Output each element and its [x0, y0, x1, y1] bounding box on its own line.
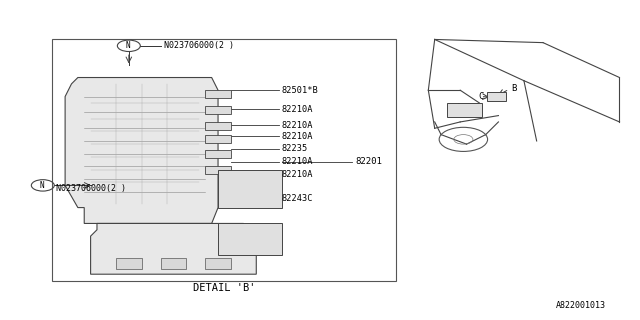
Text: 82210A: 82210A — [282, 132, 313, 141]
FancyBboxPatch shape — [116, 258, 141, 269]
Text: 82235: 82235 — [282, 144, 308, 153]
FancyBboxPatch shape — [205, 166, 231, 174]
FancyBboxPatch shape — [205, 150, 231, 158]
FancyBboxPatch shape — [218, 170, 282, 208]
FancyBboxPatch shape — [447, 103, 483, 117]
FancyBboxPatch shape — [205, 90, 231, 98]
FancyBboxPatch shape — [205, 122, 231, 130]
Text: C: C — [478, 92, 483, 101]
Text: DETAIL 'B': DETAIL 'B' — [193, 284, 255, 293]
Text: A822001013: A822001013 — [556, 301, 606, 310]
Text: N023706000(2 ): N023706000(2 ) — [164, 41, 234, 50]
FancyBboxPatch shape — [205, 106, 231, 114]
FancyBboxPatch shape — [487, 92, 506, 101]
FancyBboxPatch shape — [218, 223, 282, 255]
Text: B: B — [511, 84, 516, 93]
Text: 82210A: 82210A — [282, 170, 313, 179]
FancyBboxPatch shape — [205, 258, 231, 269]
Text: N023706000(2 ): N023706000(2 ) — [56, 184, 125, 193]
FancyBboxPatch shape — [161, 258, 186, 269]
Text: 82210A: 82210A — [282, 157, 313, 166]
Text: N: N — [39, 181, 44, 190]
Text: 82243C: 82243C — [282, 194, 313, 203]
Text: A: A — [456, 103, 461, 112]
Text: 82210A: 82210A — [282, 105, 313, 114]
FancyBboxPatch shape — [52, 39, 396, 281]
Text: 82210A: 82210A — [282, 121, 313, 130]
Polygon shape — [91, 223, 256, 274]
Text: 82201: 82201 — [355, 157, 382, 166]
Text: N: N — [125, 41, 130, 50]
FancyBboxPatch shape — [205, 135, 231, 142]
Polygon shape — [65, 77, 218, 223]
Text: 82501*B: 82501*B — [282, 86, 319, 95]
